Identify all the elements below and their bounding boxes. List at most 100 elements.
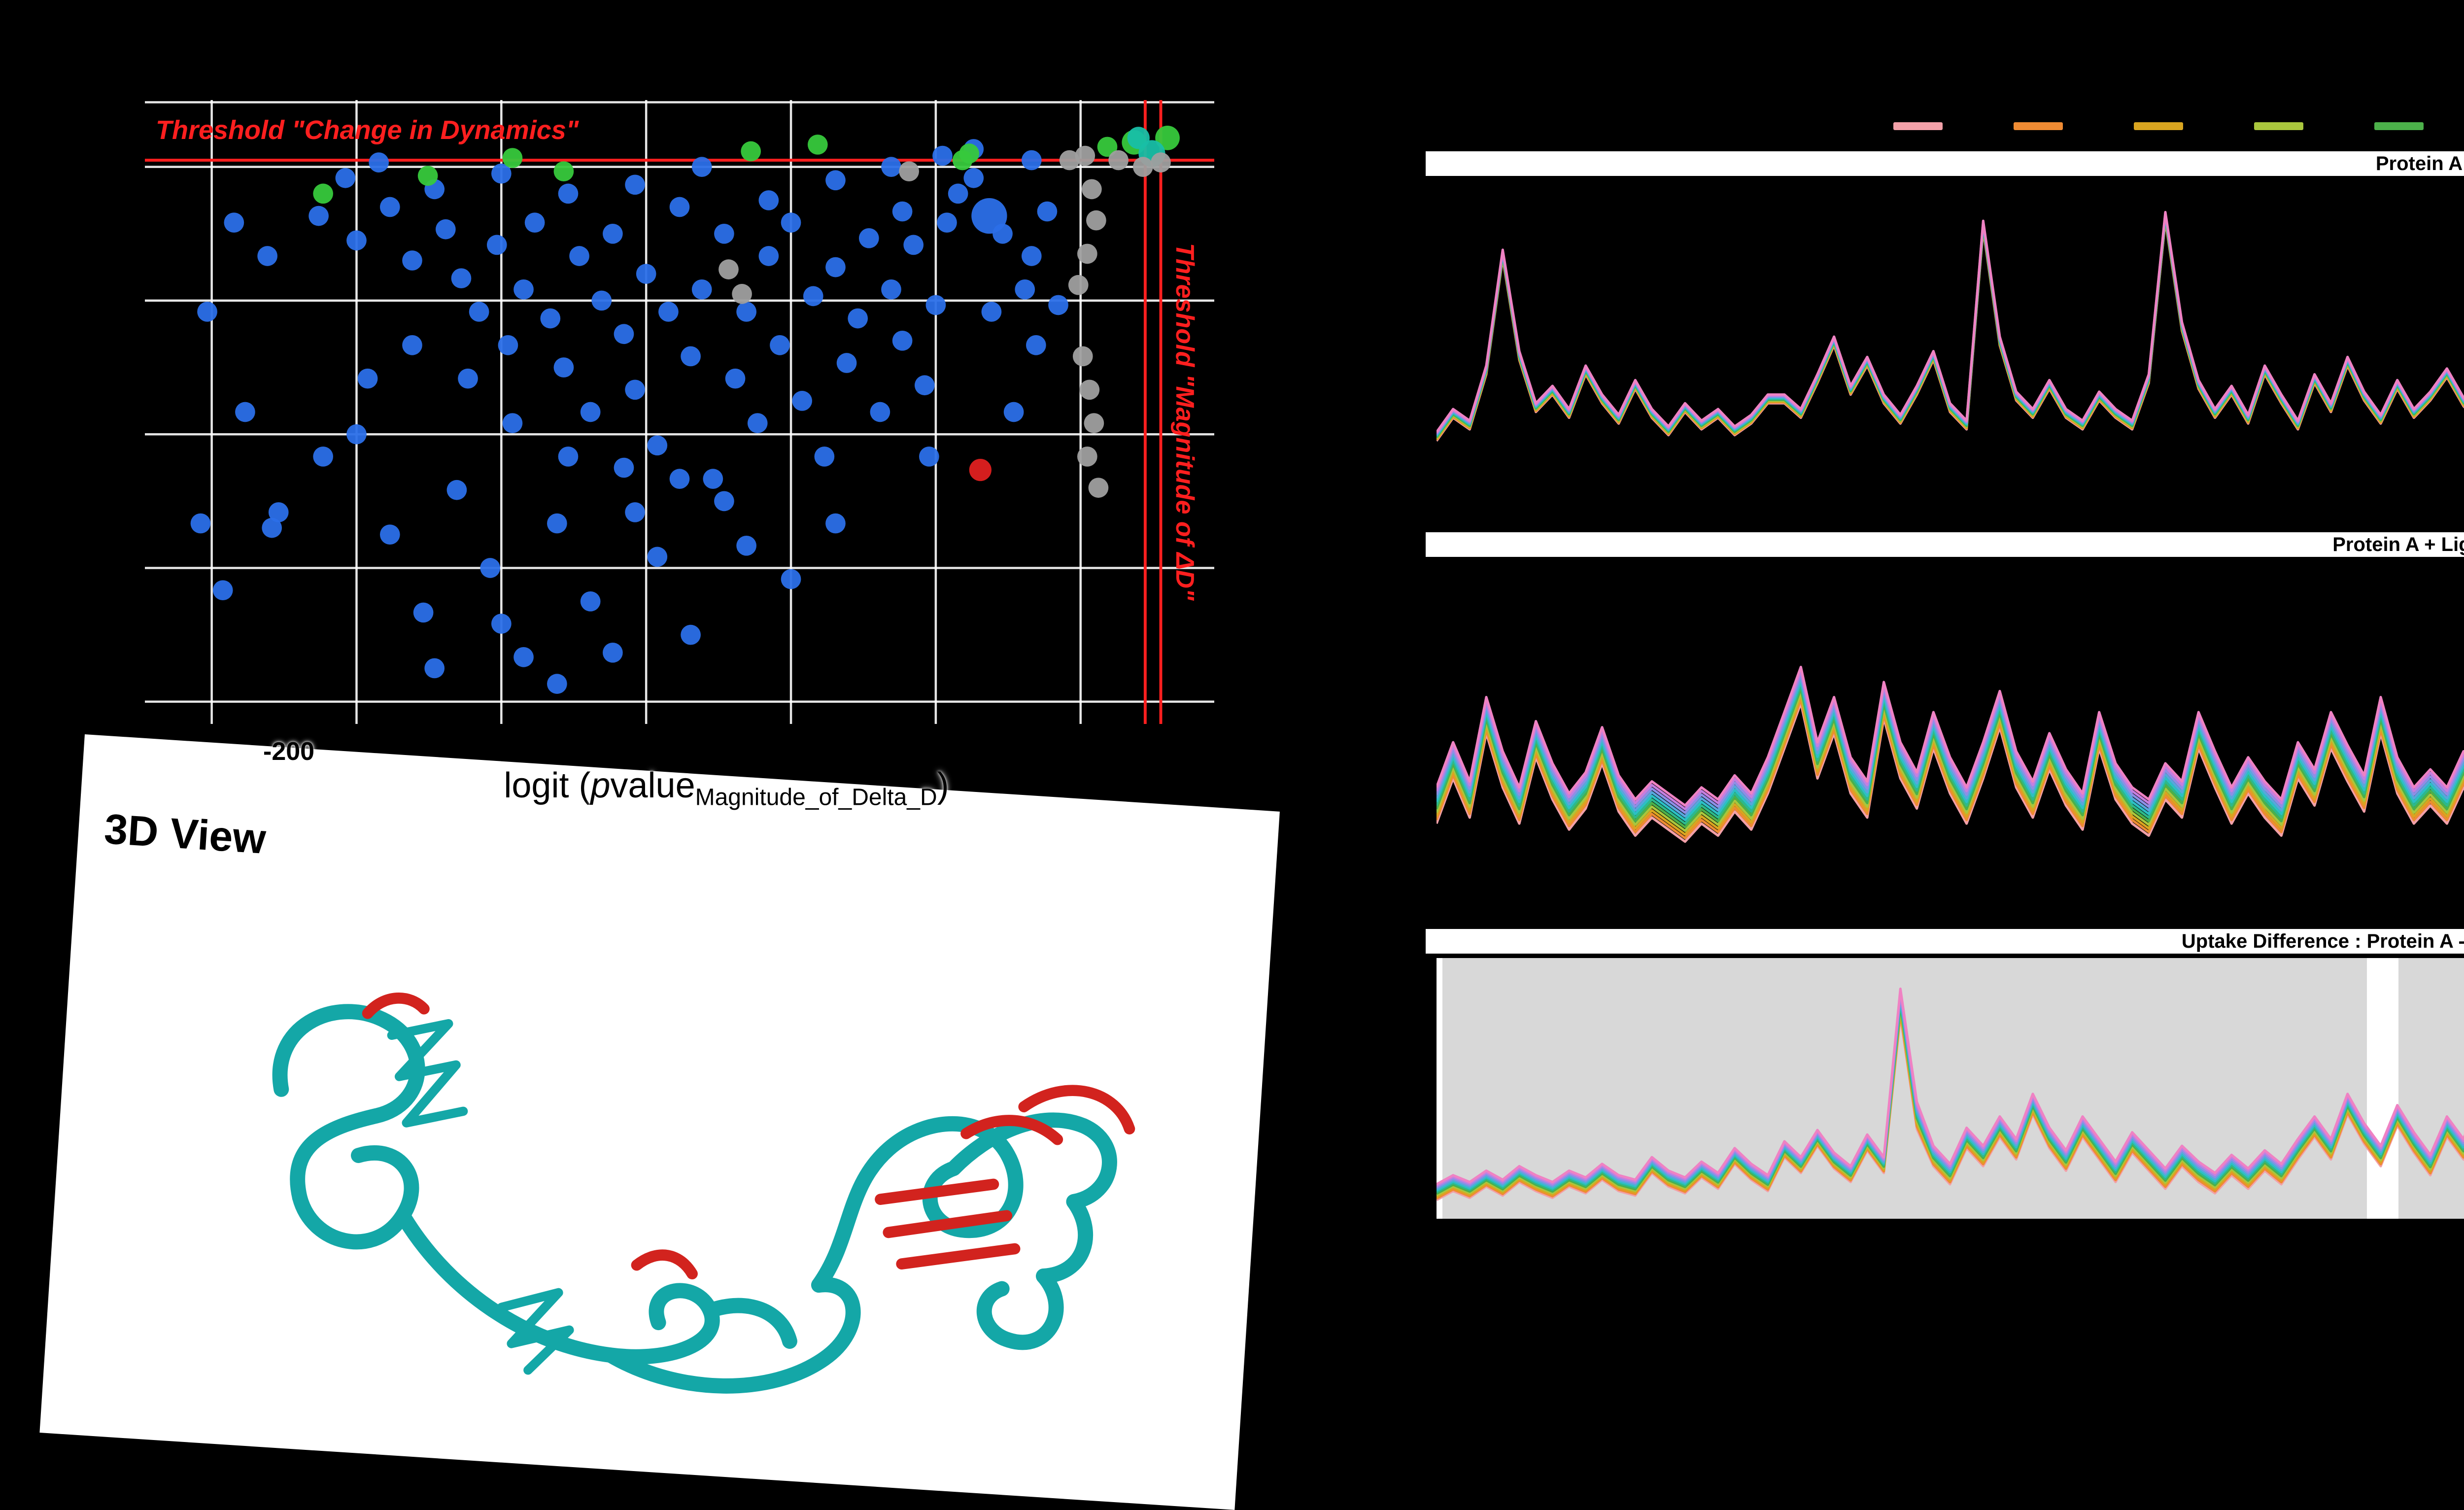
scatter-point[interactable] — [792, 391, 812, 411]
scatter-point[interactable] — [858, 228, 879, 248]
scatter-point[interactable] — [1075, 145, 1095, 166]
scatter-point[interactable] — [458, 368, 478, 389]
scatter-point[interactable] — [770, 335, 790, 355]
scatter-point[interactable] — [1021, 246, 1042, 266]
scatter-point[interactable] — [603, 642, 623, 663]
uptake-chart-protein-a[interactable] — [1437, 183, 2464, 517]
scatter-point[interactable] — [435, 219, 456, 240]
scatter-point[interactable] — [758, 246, 779, 266]
scatter-point[interactable] — [903, 235, 924, 255]
scatter-point[interactable] — [379, 524, 400, 545]
scatter-point[interactable] — [480, 558, 501, 578]
legend-swatch[interactable] — [2134, 122, 2183, 130]
scatter-point[interactable] — [681, 624, 701, 645]
uptake-series-line[interactable] — [1437, 580, 2464, 805]
scatter-point[interactable] — [1097, 137, 1118, 157]
uptake-lines-protein-a[interactable] — [1437, 183, 2464, 517]
uptake-series-line[interactable] — [1437, 598, 2464, 817]
scatter-point[interactable] — [1059, 150, 1080, 171]
scatter-point[interactable] — [747, 413, 768, 433]
uptake-series-line[interactable] — [1437, 212, 2464, 432]
3d-view-window[interactable]: 3D View — [39, 734, 1280, 1510]
scatter-point[interactable] — [803, 286, 823, 307]
scatter-point[interactable] — [1108, 150, 1129, 171]
legend-swatch[interactable] — [2254, 122, 2303, 130]
legend-swatch[interactable] — [2014, 122, 2063, 130]
scatter-point[interactable] — [486, 235, 507, 255]
scatter-point[interactable] — [1021, 150, 1042, 171]
scatter-point[interactable] — [969, 458, 992, 481]
scatter-point[interactable] — [892, 330, 913, 351]
selection-region[interactable] — [2398, 958, 2464, 1219]
scatter-point[interactable] — [1037, 201, 1058, 222]
uptake-difference-chart[interactable] — [1437, 958, 2464, 1219]
uptake-series-line[interactable] — [1437, 640, 2464, 841]
uptake-series-line[interactable] — [1437, 221, 2464, 500]
scatter-point[interactable] — [1088, 478, 1109, 498]
scatter-point[interactable] — [758, 190, 779, 210]
scatter-point[interactable] — [1077, 446, 1097, 467]
scatter-point[interactable] — [691, 279, 712, 300]
scatter-point[interactable] — [899, 161, 919, 182]
scatter-point[interactable] — [1151, 152, 1171, 172]
scatter-point[interactable] — [736, 535, 756, 556]
scatter-point[interactable] — [919, 446, 939, 467]
scatter-point[interactable] — [625, 174, 645, 195]
scatter-point[interactable] — [603, 223, 623, 244]
scatter-point[interactable] — [580, 402, 601, 422]
uptake-series-line[interactable] — [1437, 218, 2464, 469]
scatter-point[interactable] — [553, 161, 574, 182]
uptake-series-line[interactable] — [1437, 585, 2464, 809]
scatter-point[interactable] — [714, 491, 734, 512]
scatter-point[interactable] — [540, 308, 561, 329]
scatter-point[interactable] — [781, 212, 801, 233]
uptake-series-line[interactable] — [1437, 604, 2464, 820]
scatter-point[interactable] — [346, 424, 367, 445]
uptake-series-line[interactable] — [1437, 220, 2464, 490]
scatter-point[interactable] — [981, 302, 1002, 322]
scatter-point[interactable] — [369, 152, 389, 172]
uptake-series-line[interactable] — [1437, 217, 2464, 459]
scatter-point[interactable] — [313, 446, 334, 467]
scatter-point[interactable] — [502, 413, 523, 433]
uptake-series-line[interactable] — [1437, 616, 2464, 827]
scatter-point[interactable] — [402, 335, 422, 355]
scatter-point[interactable] — [262, 517, 282, 538]
scatter-point[interactable] — [614, 324, 634, 344]
scatter-point[interactable] — [881, 279, 901, 300]
scatter-point[interactable] — [963, 168, 984, 188]
scatter-point[interactable] — [1132, 157, 1153, 177]
scatter-point[interactable] — [424, 658, 445, 679]
uptake-difference-lines[interactable] — [1437, 958, 2464, 1219]
scatter-point[interactable] — [558, 183, 579, 204]
scatter-point[interactable] — [197, 302, 217, 322]
scatter-point[interactable] — [814, 446, 835, 467]
uptake-series-line[interactable] — [1437, 610, 2464, 824]
uptake-chart-protein-a-ligand[interactable] — [1437, 566, 2464, 913]
scatter-point[interactable] — [1082, 179, 1102, 200]
scatter-point[interactable] — [558, 446, 579, 467]
scatter-point[interactable] — [669, 197, 690, 217]
scatter-point[interactable] — [914, 375, 935, 396]
scatter-point[interactable] — [825, 257, 846, 277]
scatter-point[interactable] — [732, 284, 752, 304]
scatter-point[interactable] — [491, 163, 512, 184]
protein-ribbon-3d[interactable] — [189, 901, 1186, 1473]
scatter-point[interactable] — [781, 569, 801, 589]
scatter-point[interactable] — [1048, 295, 1068, 315]
scatter-point[interactable] — [268, 502, 289, 522]
scatter-point[interactable] — [357, 368, 378, 389]
uptake-series-line[interactable] — [1437, 989, 2464, 1187]
scatter-point[interactable] — [714, 223, 734, 244]
scatter-point[interactable] — [1084, 413, 1104, 433]
scatter-point[interactable] — [647, 547, 668, 567]
scatter-point[interactable] — [553, 357, 574, 378]
scatter-point[interactable] — [513, 279, 534, 300]
scatter-point[interactable] — [881, 157, 901, 177]
scatter-point[interactable] — [498, 335, 518, 355]
scatter-point[interactable] — [1026, 335, 1046, 355]
scatter-point[interactable] — [681, 346, 701, 367]
scatter-point[interactable] — [647, 435, 668, 456]
scatter-point[interactable] — [235, 402, 255, 422]
scatter-point[interactable] — [937, 212, 957, 233]
